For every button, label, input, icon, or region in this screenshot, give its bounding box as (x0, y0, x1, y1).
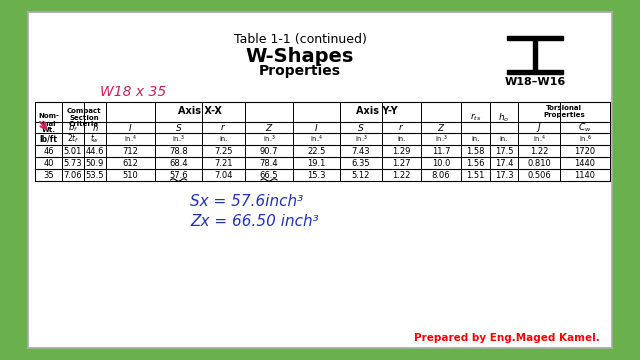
Text: in.$^4$: in.$^4$ (124, 133, 137, 145)
Text: 50.9: 50.9 (86, 158, 104, 167)
Text: 1.29: 1.29 (392, 147, 411, 156)
Text: 17.5: 17.5 (495, 147, 513, 156)
Text: $C_w$: $C_w$ (579, 121, 592, 134)
Text: $I$: $I$ (128, 122, 132, 133)
Text: $I$: $I$ (314, 122, 319, 133)
Text: Axis Y-Y: Axis Y-Y (356, 106, 398, 116)
Text: $r$: $r$ (220, 122, 227, 132)
Text: 1720: 1720 (575, 147, 596, 156)
Text: in.$^4$: in.$^4$ (310, 133, 323, 145)
Text: in.: in. (500, 136, 508, 142)
Text: 1140: 1140 (575, 171, 595, 180)
Text: 1.27: 1.27 (392, 158, 411, 167)
Text: $r_{ts}$: $r_{ts}$ (470, 112, 481, 123)
Text: in.: in. (220, 136, 228, 142)
Text: 1.22: 1.22 (530, 147, 548, 156)
Text: in.$^3$: in.$^3$ (262, 133, 275, 145)
Text: $S$: $S$ (357, 122, 365, 133)
Text: Sx = 57.6inch³: Sx = 57.6inch³ (190, 194, 303, 210)
Text: Table 1-1 (continued): Table 1-1 (continued) (234, 33, 367, 46)
Text: 66.5: 66.5 (260, 171, 278, 180)
Text: 5.01: 5.01 (64, 147, 82, 156)
Text: Axis X-X: Axis X-X (177, 106, 221, 116)
Text: 5.12: 5.12 (352, 171, 370, 180)
Text: 6.35: 6.35 (352, 158, 371, 167)
Text: 53.5: 53.5 (86, 171, 104, 180)
Text: 57.6: 57.6 (169, 171, 188, 180)
Text: 17.4: 17.4 (495, 158, 513, 167)
Text: 8.06: 8.06 (432, 171, 451, 180)
Text: Nom-
inal
Wt.: Nom- inal Wt. (38, 113, 59, 134)
Text: W18 x 35: W18 x 35 (100, 85, 166, 99)
Text: 510: 510 (123, 171, 138, 180)
Text: 11.7: 11.7 (432, 147, 451, 156)
Text: 44.6: 44.6 (86, 147, 104, 156)
Text: 17.3: 17.3 (495, 171, 513, 180)
Text: 1440: 1440 (575, 158, 595, 167)
Bar (507, 70, 563, 74)
Text: in.$^3$: in.$^3$ (172, 133, 185, 145)
Text: Prepared by Eng.Maged Kamel.: Prepared by Eng.Maged Kamel. (414, 333, 600, 343)
Text: 40: 40 (44, 158, 54, 167)
Text: 46: 46 (43, 147, 54, 156)
Text: in.: in. (397, 136, 406, 142)
Text: $r$: $r$ (399, 122, 404, 132)
Text: $Z$: $Z$ (265, 122, 273, 133)
Text: 1.56: 1.56 (467, 158, 484, 167)
Text: 0.810: 0.810 (527, 158, 551, 167)
Text: $Z$: $Z$ (436, 122, 445, 133)
Text: 1.22: 1.22 (392, 171, 411, 180)
FancyBboxPatch shape (28, 12, 612, 348)
Text: $2t_f$: $2t_f$ (67, 133, 79, 145)
Text: 7.04: 7.04 (214, 171, 233, 180)
Text: Zx = 66.50 inch³: Zx = 66.50 inch³ (190, 215, 319, 230)
Text: 78.4: 78.4 (260, 158, 278, 167)
Text: 68.4: 68.4 (169, 158, 188, 167)
Text: 5.73: 5.73 (64, 158, 83, 167)
Text: in.$^3$: in.$^3$ (435, 133, 447, 145)
Text: in.$^6$: in.$^6$ (579, 133, 591, 145)
Text: W18–W16: W18–W16 (504, 77, 566, 87)
Text: 712: 712 (123, 147, 138, 156)
Text: 1.51: 1.51 (467, 171, 484, 180)
Text: 19.1: 19.1 (307, 158, 326, 167)
Text: Torsional
Properties: Torsional Properties (543, 104, 585, 117)
Text: in.$^3$: in.$^3$ (355, 133, 367, 145)
Text: 90.7: 90.7 (260, 147, 278, 156)
Text: $J$: $J$ (536, 121, 542, 134)
Text: in.$^4$: in.$^4$ (532, 133, 545, 145)
Bar (507, 36, 563, 40)
Text: 7.21: 7.21 (214, 158, 233, 167)
Text: Compact
Section
Criteria: Compact Section Criteria (67, 108, 101, 127)
Text: 1.58: 1.58 (467, 147, 484, 156)
Text: 15.3: 15.3 (307, 171, 326, 180)
Text: 7.43: 7.43 (352, 147, 371, 156)
Text: 10.0: 10.0 (432, 158, 450, 167)
Text: 78.8: 78.8 (169, 147, 188, 156)
Text: $b_f$: $b_f$ (68, 121, 78, 134)
Text: $h_o$: $h_o$ (499, 111, 509, 124)
Text: $t_w$: $t_w$ (90, 133, 100, 145)
Text: 22.5: 22.5 (307, 147, 326, 156)
Text: W-Shapes: W-Shapes (246, 46, 354, 66)
Text: 7.06: 7.06 (64, 171, 83, 180)
Text: $S$: $S$ (175, 122, 182, 133)
Text: Properties: Properties (259, 64, 341, 78)
Text: in.: in. (472, 136, 479, 142)
Text: lb/ft: lb/ft (40, 135, 58, 144)
Text: $h$: $h$ (92, 122, 99, 133)
Text: 0.506: 0.506 (527, 171, 551, 180)
Text: 612: 612 (123, 158, 138, 167)
Bar (533, 40, 537, 70)
Text: 35: 35 (43, 171, 54, 180)
Text: 7.25: 7.25 (214, 147, 233, 156)
